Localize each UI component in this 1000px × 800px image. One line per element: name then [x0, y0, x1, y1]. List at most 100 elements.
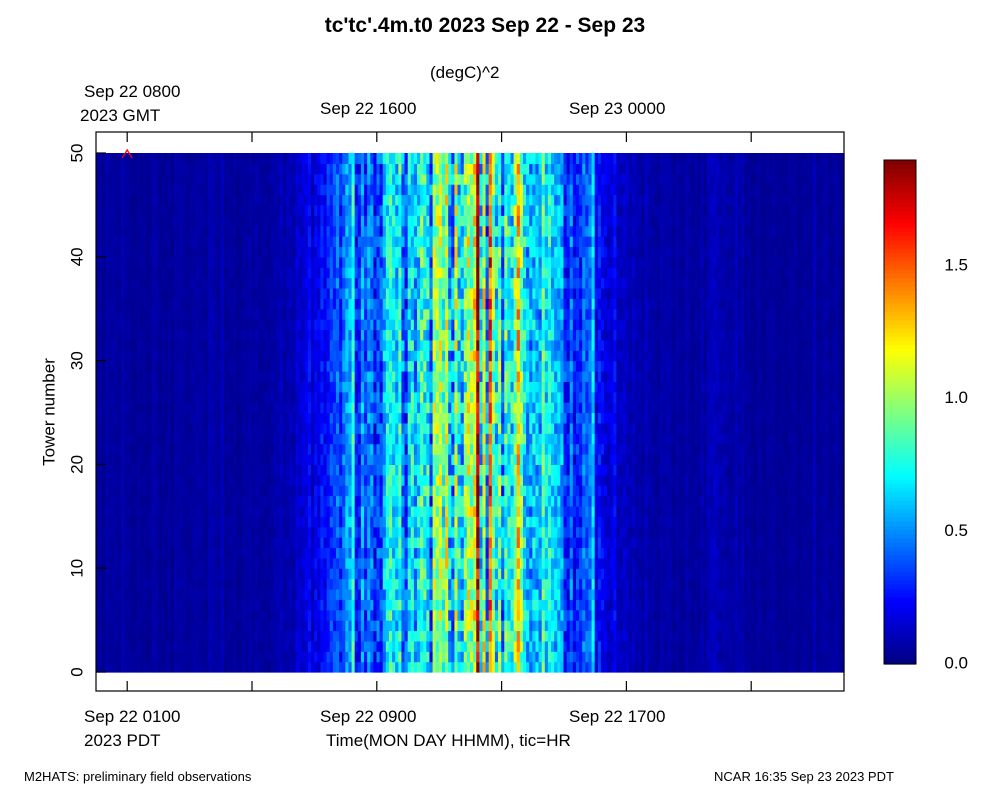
heatmap-cell — [145, 588, 150, 600]
heatmap-cell — [177, 339, 181, 351]
heatmap-cell — [142, 505, 147, 517]
heatmap-cell — [220, 474, 225, 486]
heatmap-cell — [105, 651, 110, 663]
heatmap-cell — [195, 609, 200, 621]
heatmap-cell — [211, 505, 216, 517]
heatmap-cell — [211, 474, 216, 486]
heatmap-cell — [127, 267, 131, 279]
heatmap-cell — [139, 578, 144, 590]
heatmap-cell — [127, 215, 131, 227]
heatmap-cell — [233, 495, 237, 507]
heatmap-cell — [177, 609, 181, 621]
heatmap-cell — [105, 225, 110, 237]
heatmap-cell — [102, 256, 106, 268]
heatmap-cell — [120, 505, 125, 517]
heatmap-cell — [183, 422, 187, 434]
heatmap-cell — [148, 236, 153, 248]
heatmap-cell — [177, 412, 181, 424]
heatmap-cell — [130, 557, 134, 569]
heatmap-cell — [108, 381, 113, 393]
heatmap-cell — [105, 516, 110, 528]
heatmap-cell — [124, 454, 128, 465]
heatmap-cell — [111, 599, 116, 611]
heatmap-cell — [111, 474, 116, 486]
heatmap-cell — [170, 526, 175, 538]
heatmap-cell — [195, 277, 200, 289]
heatmap-cell — [105, 454, 110, 465]
heatmap-cell — [214, 505, 219, 517]
heatmap-cell — [161, 381, 166, 393]
heatmap-cell — [173, 402, 178, 414]
heatmap-cell — [152, 661, 156, 673]
heatmap-cell — [145, 454, 150, 465]
heatmap-cell — [167, 433, 172, 445]
heatmap-cell — [120, 163, 125, 175]
heatmap-cell — [183, 319, 187, 331]
heatmap-cell — [236, 599, 240, 611]
heatmap-cell — [170, 173, 175, 185]
heatmap-cell — [217, 360, 222, 372]
heatmap-cell — [183, 443, 187, 455]
heatmap-cell — [205, 474, 209, 486]
heatmap-cell — [120, 204, 125, 216]
heatmap-cell — [236, 495, 240, 507]
heatmap-cell — [102, 422, 106, 434]
heatmap-cell — [114, 557, 119, 569]
heatmap-cell — [223, 246, 228, 258]
heatmap-cell — [96, 537, 100, 549]
heatmap-cell — [130, 298, 134, 310]
heatmap-cell — [198, 412, 203, 424]
heatmap-cell — [161, 163, 166, 175]
heatmap-cell — [186, 194, 191, 206]
heatmap-cell — [102, 620, 106, 632]
heatmap-cell — [208, 454, 212, 465]
heatmap-cell — [233, 485, 237, 497]
heatmap-cell — [117, 256, 122, 268]
heatmap-cell — [124, 526, 128, 538]
heatmap-cell — [124, 661, 128, 673]
heatmap-cell — [186, 391, 191, 403]
heatmap-cell — [211, 308, 216, 320]
heatmap-cell — [114, 464, 119, 476]
heatmap-cell — [139, 173, 144, 185]
heatmap-cell — [111, 402, 116, 414]
heatmap-cell — [186, 402, 191, 414]
heatmap-cell — [189, 256, 194, 268]
heatmap-cell — [124, 568, 128, 580]
heatmap-cell — [217, 505, 222, 517]
heatmap-cell — [167, 173, 172, 185]
heatmap-cell — [220, 215, 225, 227]
heatmap-cell — [183, 267, 187, 279]
heatmap-cell — [96, 443, 100, 455]
heatmap-cell — [173, 599, 178, 611]
heatmap-cell — [155, 287, 159, 299]
heatmap-cell — [226, 495, 231, 507]
heatmap-cell — [142, 464, 147, 476]
heatmap-cell — [180, 609, 184, 621]
heatmap-cell — [201, 194, 206, 206]
heatmap-cell — [108, 194, 113, 206]
heatmap-cell — [158, 402, 163, 414]
heatmap-cell — [117, 537, 122, 549]
heatmap-cell — [127, 308, 131, 320]
heatmap-cell — [189, 246, 194, 258]
heatmap-cell — [211, 215, 216, 227]
heatmap-cell — [161, 308, 166, 320]
heatmap-cell — [164, 557, 169, 569]
heatmap-cell — [217, 557, 222, 569]
heatmap-cell — [133, 557, 138, 569]
heatmap-cell — [145, 329, 150, 341]
heatmap-cell — [158, 360, 163, 372]
heatmap-cell — [230, 422, 234, 434]
heatmap-cell — [180, 225, 184, 237]
heatmap-cell — [217, 588, 222, 600]
heatmap-cell — [145, 537, 150, 549]
heatmap-cell — [220, 329, 225, 341]
heatmap-cell — [133, 153, 138, 164]
heatmap-cell — [120, 277, 125, 289]
heatmap-cell — [114, 246, 119, 258]
heatmap-cell — [195, 236, 200, 248]
heatmap-cell — [192, 640, 197, 652]
heatmap-cell — [217, 495, 222, 507]
heatmap-cell — [186, 454, 191, 465]
